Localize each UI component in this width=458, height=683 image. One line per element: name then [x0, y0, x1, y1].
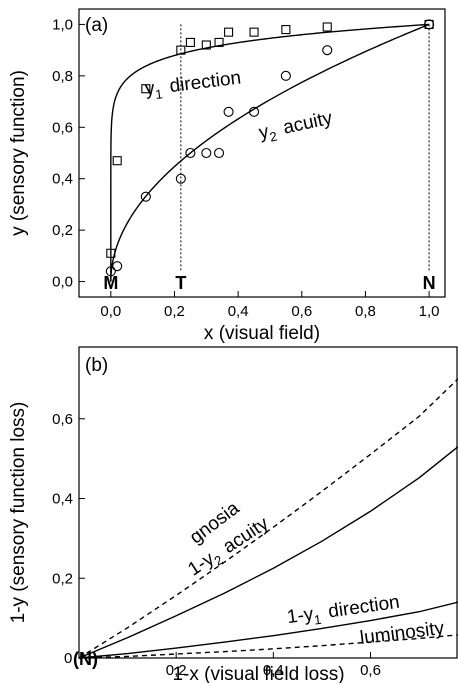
curve-label-y1-direction: y1 direction [144, 67, 243, 103]
panel-a-fit-curves [110, 23, 430, 282]
panel-a-ticks: 0,0 0,2 0,4 0,6 0,8 1,0 0,0 0,2 0,4 0,6 0,8 1,0 [52, 16, 439, 320]
curve-gnosia [78, 378, 458, 659]
panel-b-x-tick-label: 0,2 [166, 662, 187, 679]
panel-b-y-tick-label: 0,2 [52, 570, 73, 587]
curve-acuity [78, 446, 458, 659]
panel-a-x-axis-label: x (visual field) [204, 323, 320, 344]
panel-b-y-tick-label: 0,4 [52, 491, 73, 508]
circle-point [213, 147, 225, 159]
square-point [201, 40, 211, 50]
circle-point [280, 70, 291, 81]
panel-b: 0,2 0,4 0,6 0,2 0,4 0,6 (b) 0 (N) 1-x (visual… [8, 346, 458, 683]
panel-b-y-tick-label: 0,6 [52, 411, 73, 428]
circle-point [112, 261, 123, 272]
square-point [322, 22, 332, 32]
panel-b-y-axis-label: 1-y (sensory function loss) [8, 402, 29, 624]
panel-b-origin-marker-N: (N) [73, 649, 98, 669]
panel-a-y-tick-label: 0,8 [52, 68, 73, 85]
square-point [224, 27, 234, 37]
curve-luminosity [78, 634, 458, 659]
panel-a-reference-lines [180, 24, 430, 272]
axis-marker-T: T [175, 273, 186, 293]
circle-point [140, 191, 151, 202]
panel-b-ticks: 0,2 0,4 0,6 0,2 0,4 0,6 [52, 411, 381, 679]
panel-b-x-tick-label: 0,6 [360, 662, 381, 679]
fit-curve-y2 [110, 23, 430, 282]
panel-a-y-tick-label: 0,2 [52, 222, 73, 239]
panel-b-x-axis-label: 1-x (visual field loss) [172, 664, 344, 683]
axis-marker-M: M [103, 273, 118, 293]
panel-a-y-tick-label: 0,6 [52, 119, 73, 136]
square-point [141, 84, 151, 94]
square-point [249, 27, 259, 37]
circle-point [185, 147, 196, 159]
panel-b-x-tick-label: 0,4 [263, 662, 284, 679]
panel-a-y-tick-label: 0,4 [52, 171, 73, 188]
square-point [214, 37, 224, 47]
panel-a-frame [78, 8, 446, 298]
circle-point [322, 45, 333, 56]
curve-direction [78, 601, 458, 659]
square-point [106, 248, 116, 258]
panel-a: 0,0 0,2 0,4 0,6 0,8 1,0 0,0 0,2 0,4 0,6 0,8 1,0 M T N… [8, 8, 446, 344]
circle-point [105, 266, 116, 277]
circle-point [223, 106, 234, 117]
panel-a-label: (a) [85, 15, 108, 36]
panel-a-x-tick-label: 0,4 [228, 303, 249, 320]
panel-a-y-tick-label: 0,0 [52, 274, 73, 291]
panel-b-label: (b) [85, 355, 108, 376]
circle-point [175, 173, 186, 184]
axis-marker-N: N [423, 273, 436, 293]
circle-point [424, 19, 435, 30]
panel-a-x-tick-label: 0,6 [291, 303, 312, 320]
square-point [176, 45, 186, 55]
panel-a-x-tick-label: 0,2 [164, 303, 185, 320]
panel-b-curves [78, 378, 458, 659]
panel-a-x-tick-label: 1,0 [419, 303, 440, 320]
panel-a-y-tick-label: 1,0 [52, 16, 73, 33]
square-point [112, 156, 122, 166]
circle-point [201, 147, 212, 159]
curve-label-luminosity: luminosity [359, 618, 446, 649]
panel-a-data-points [105, 19, 435, 277]
panel-b-frame [78, 346, 458, 659]
panel-a-y-axis-label: y (sensory function) [8, 70, 29, 236]
circle-point [248, 106, 260, 117]
fit-curve-y1 [110, 23, 430, 282]
panel-a-x-tick-label: 0,0 [100, 303, 121, 320]
square-point [185, 37, 195, 47]
square-point [281, 25, 291, 35]
curve-label-y2-acuity: y2 acuity [257, 108, 335, 147]
panel-a-x-tick-label: 0,8 [355, 303, 376, 320]
panel-b-origin-label: 0 [64, 650, 72, 667]
